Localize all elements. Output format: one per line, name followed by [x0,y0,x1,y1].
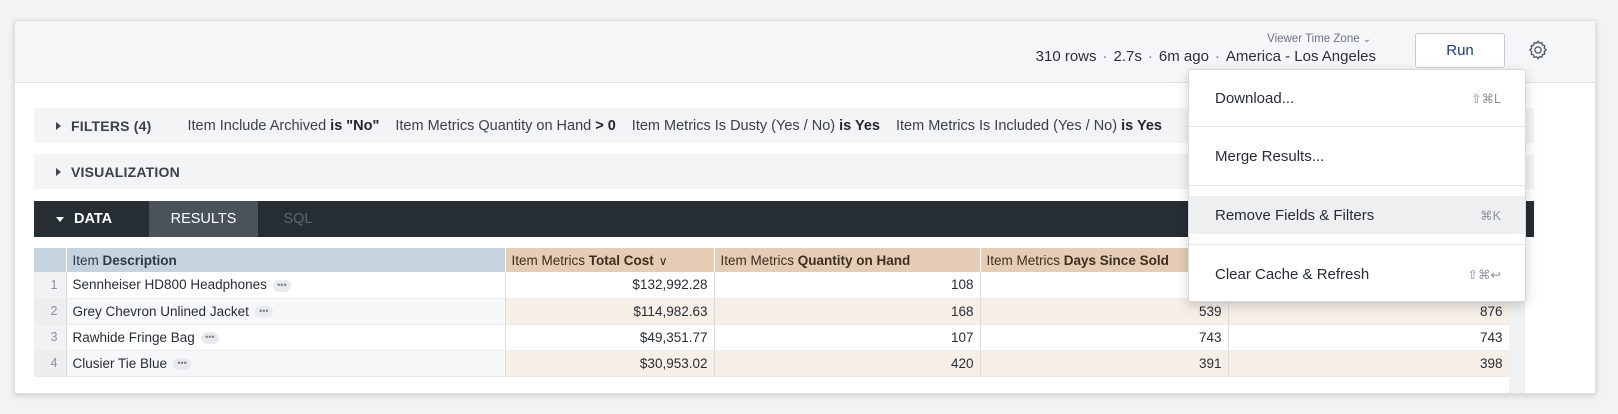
table-row: 1 Sennheiser HD800 Headphones ••• $132,99… [34,272,1510,299]
query-stats: 310 rows · 2.7s · 6m ago · America - Los Angel… [1036,48,1376,65]
column-header-days-since-sold[interactable]: Item Metrics Days Since Sold [980,248,1229,272]
sort-descending-icon: ∨ [658,253,668,268]
tab-data-label: DATA [74,211,113,227]
menu-item-label: Remove Fields & Filters [1215,206,1375,224]
timezone-label[interactable]: Viewer Time Zone ⌄ [1267,33,1371,45]
menu-divider [1189,126,1525,127]
menu-item-label: Merge Results... [1215,147,1325,165]
caret-down-icon [56,216,64,222]
row-count: 310 rows [1035,48,1097,65]
visualization-title: VISUALIZATION [71,163,180,180]
description-cell[interactable]: Grey Chevron Unlined Jacket ••• [66,298,506,325]
more-icon[interactable]: ••• [254,305,273,318]
menu-item-shortcut: ⌘K [1480,208,1501,223]
menu-item-merge-results[interactable]: Merge Results... [1189,137,1525,175]
chevron-down-icon: ⌄ [1362,34,1371,45]
menu-item-label: Clear Cache & Refresh [1215,265,1370,283]
row-number: 1 [34,272,67,299]
menu-item-download[interactable]: Download... ⇧⌘L [1189,79,1525,117]
caret-right-icon [56,121,61,130]
total-cost-cell: $30,953.02 [505,350,715,377]
table-row: 2 Grey Chevron Unlined Jacket ••• $114,98… [34,298,1510,325]
filter-item: Item Metrics Is Included (Yes / No) is Y… [896,117,1162,134]
row-number-header [34,248,67,272]
menu-divider [1189,185,1525,186]
filter-item: Item Metrics Quantity on Hand > 0 [395,117,616,134]
days-since-sold-cell [980,272,1229,299]
total-cost-cell: $132,992.28 [505,272,715,299]
column-header-total-cost[interactable]: Item Metrics Total Cost ∨ [505,248,715,272]
total-cost-cell: $49,351.77 [505,324,715,351]
query-age: 6m ago [1158,48,1209,65]
tab-results[interactable]: RESULTS [149,201,258,237]
filters-title: FILTERS (4) [71,117,152,134]
more-icon[interactable]: ••• [200,331,219,344]
tab-data[interactable]: DATA [34,201,149,237]
menu-item-remove-fields-filters[interactable]: Remove Fields & Filters ⌘K [1189,196,1525,234]
total-cost-cell: $114,982.63 [505,298,715,325]
runtime: 2.7s [1113,48,1142,65]
quantity-cell: 168 [714,298,981,325]
run-button[interactable]: Run [1415,33,1505,68]
caret-right-icon [56,167,61,176]
separator: · [1147,48,1153,65]
column-header-description[interactable]: Item Description [66,248,506,272]
extra-cell: 876 [1228,298,1510,325]
days-since-sold-cell: 391 [980,350,1229,377]
filter-item: Item Metrics Is Dusty (Yes / No) is Yes [631,117,880,134]
results-table: Item Description Item Metrics Total Cost… [34,248,1510,377]
gear-icon[interactable] [1527,39,1549,61]
timezone-label-text: Viewer Time Zone [1267,33,1360,45]
separator: · [1102,48,1108,65]
query-toolbar: Viewer Time Zone ⌄ 310 rows · 2.7s · 6m ago · A… [15,21,1595,83]
days-since-sold-cell: 539 [980,298,1229,325]
menu-item-clear-cache-refresh[interactable]: Clear Cache & Refresh ⇧⌘↩ [1189,255,1525,293]
tab-sql[interactable]: SQL [283,211,313,227]
menu-item-label: Download... [1215,89,1295,107]
row-number: 3 [34,324,67,351]
quantity-cell: 107 [714,324,981,351]
extra-cell: 743 [1228,324,1510,351]
timezone-value[interactable]: America - Los Angeles [1225,48,1376,65]
description-cell[interactable]: Rawhide Fringe Bag ••• [66,324,506,351]
menu-item-shortcut: ⇧⌘↩ [1467,267,1501,282]
menu-item-shortcut: ⇧⌘L [1471,91,1501,106]
table-row: 3 Rawhide Fringe Bag ••• $49,351.77 107 7… [34,324,1510,351]
gear-dropdown-menu: Download... ⇧⌘L Merge Results... Remove … [1188,69,1526,302]
table-row: 4 Clusier Tie Blue ••• $30,953.02 420 391… [34,350,1510,377]
filter-item: Item Include Archived is "No" [187,117,380,134]
column-header-quantity-on-hand[interactable]: Item Metrics Quantity on Hand [714,248,981,272]
description-cell[interactable]: Clusier Tie Blue ••• [66,350,506,377]
description-cell[interactable]: Sennheiser HD800 Headphones ••• [66,272,506,299]
more-icon[interactable]: ••• [173,357,192,370]
separator: · [1214,48,1220,65]
row-number: 2 [34,298,67,325]
quantity-cell: 420 [714,350,981,377]
extra-cell: 398 [1228,350,1510,377]
days-since-sold-cell: 743 [980,324,1229,351]
more-icon[interactable]: ••• [272,279,291,292]
quantity-cell: 108 [714,272,981,299]
menu-divider [1189,244,1525,245]
row-number: 4 [34,350,67,377]
